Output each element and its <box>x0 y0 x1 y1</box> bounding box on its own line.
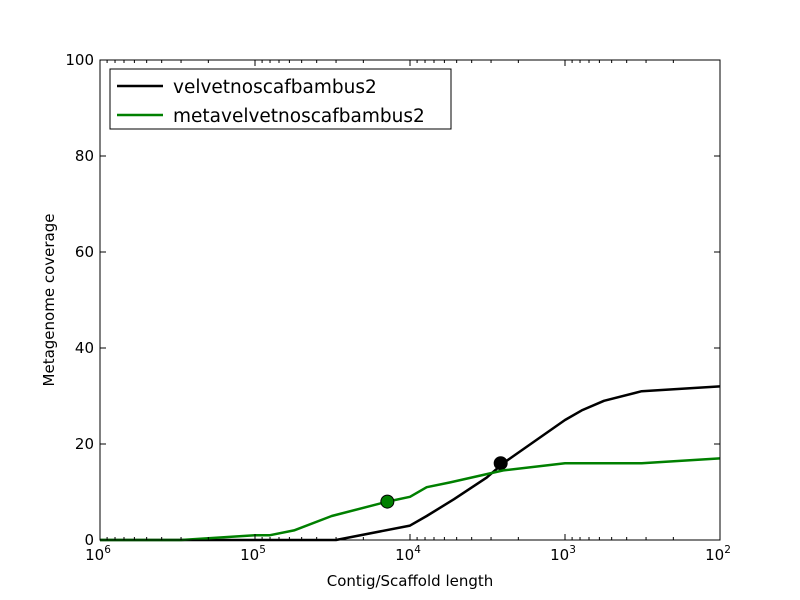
y-tick-label: 40 <box>75 339 94 357</box>
plot-frame <box>99 59 721 541</box>
axis-tick-labels: 106 105 104 103 102 0 20 40 60 80 100 <box>65 51 731 564</box>
x-axis-label: Contig/Scaffold length <box>327 572 494 590</box>
y-tick-label: 0 <box>84 531 94 549</box>
y-tick-label: 80 <box>75 147 94 165</box>
x-tick-label: 102 <box>705 544 731 564</box>
legend-label-metavelvetnoscafbambus2: metavelvetnoscafbambus2 <box>173 106 425 127</box>
x-tick-label: 105 <box>240 544 266 564</box>
series-marker-metavelvetnoscafbambus2 <box>380 494 395 509</box>
x-tick-label: 103 <box>550 544 576 564</box>
x-tick-label: 104 <box>395 544 421 564</box>
x-tick-label: 106 <box>85 544 111 564</box>
y-tick-label: 60 <box>75 243 94 261</box>
series-line-velvetnoscafbambus2 <box>100 385 721 542</box>
series-marker-velvetnoscafbambus2 <box>493 456 508 471</box>
legend-label-velvetnoscafbambus2: velvetnoscafbambus2 <box>173 77 377 98</box>
series-line-metavelvetnoscafbambus2 <box>100 457 721 542</box>
y-tick-label: 20 <box>75 435 94 453</box>
y-tick-label: 100 <box>65 51 94 69</box>
plot-area <box>100 385 721 542</box>
legend-box <box>109 68 452 130</box>
legend: velvetnoscafbambus2 metavelvetnoscafbamb… <box>109 68 452 130</box>
y-axis-label: Metagenome coverage <box>40 214 58 387</box>
